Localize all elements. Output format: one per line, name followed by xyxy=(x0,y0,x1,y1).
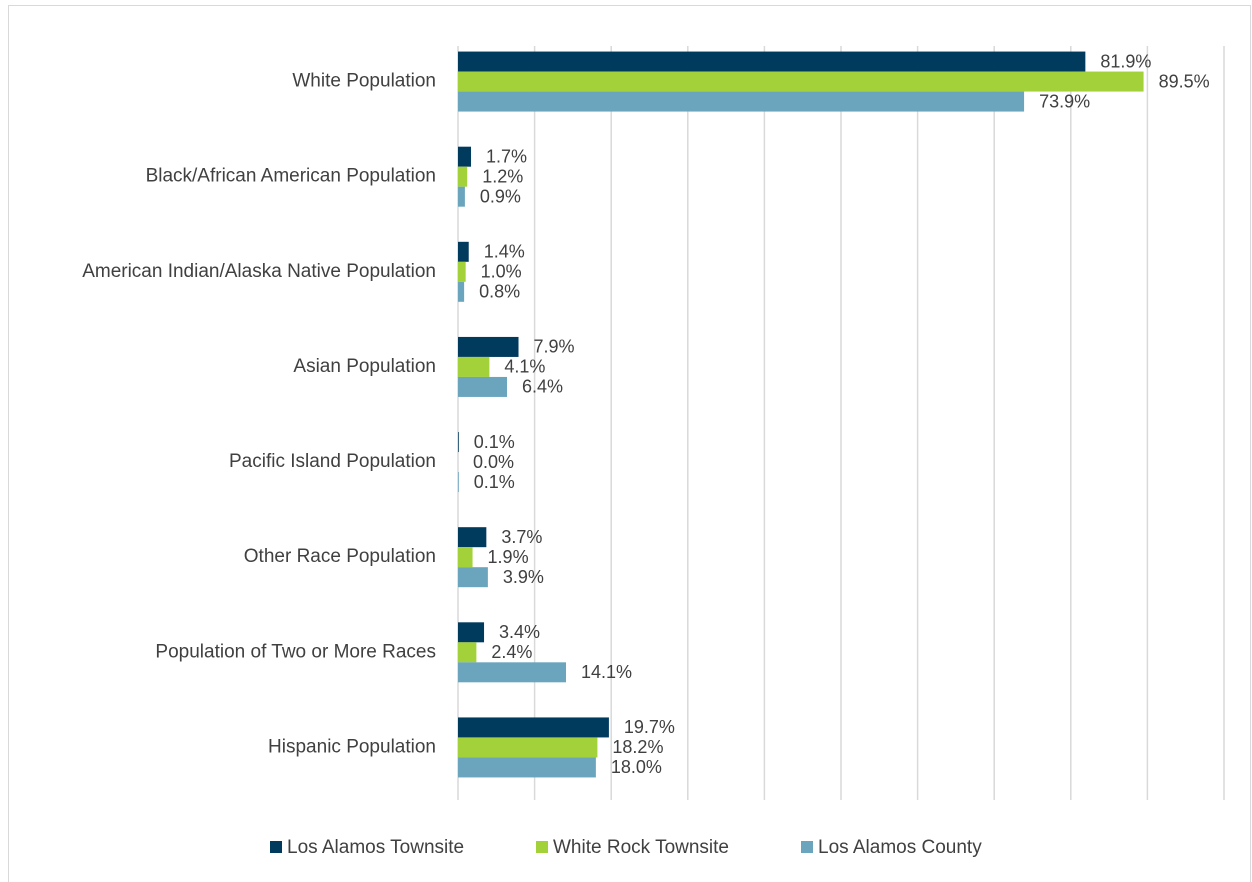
value-label: 0.9% xyxy=(480,186,521,206)
category-label: Black/African American Population xyxy=(146,166,436,187)
category-label: Hispanic Population xyxy=(268,736,436,757)
category-label: White Population xyxy=(292,71,436,92)
bar xyxy=(458,166,468,187)
bar xyxy=(458,376,508,397)
bar xyxy=(458,146,472,167)
value-label: 0.0% xyxy=(473,452,514,472)
value-label: 7.9% xyxy=(534,337,575,357)
value-label: 0.1% xyxy=(474,432,515,452)
value-label: 14.1% xyxy=(581,662,632,682)
category-label: Pacific Island Population xyxy=(229,451,436,472)
bar xyxy=(458,547,473,568)
bar xyxy=(458,662,567,683)
legend-label: Los Alamos County xyxy=(818,837,982,858)
value-label: 73.9% xyxy=(1039,91,1090,111)
bar xyxy=(458,432,459,453)
value-label: 1.2% xyxy=(482,166,523,186)
value-label: 1.0% xyxy=(481,262,522,282)
value-label: 0.1% xyxy=(474,472,515,492)
bar xyxy=(458,527,487,548)
legend-swatch xyxy=(270,841,282,853)
value-label: 1.9% xyxy=(488,547,529,567)
legend-label: White Rock Townsite xyxy=(553,837,729,858)
value-label: 3.9% xyxy=(503,567,544,587)
bar xyxy=(458,186,465,207)
value-label: 2.4% xyxy=(491,642,532,662)
value-label: 4.1% xyxy=(504,357,545,377)
value-label: 81.9% xyxy=(1100,51,1151,71)
value-label: 3.7% xyxy=(501,527,542,547)
bar xyxy=(458,717,609,738)
chart-border xyxy=(8,5,1251,882)
value-label: 19.7% xyxy=(624,717,675,737)
category-label: Population of Two or More Races xyxy=(155,641,436,662)
legend-swatch xyxy=(536,841,548,853)
value-label: 89.5% xyxy=(1159,71,1210,91)
bar xyxy=(458,757,596,778)
value-label: 18.0% xyxy=(611,757,662,777)
value-label: 0.8% xyxy=(479,282,520,302)
bar xyxy=(458,91,1025,112)
bar xyxy=(458,336,519,357)
bar xyxy=(458,356,490,377)
value-label: 1.7% xyxy=(486,146,527,166)
bar xyxy=(458,472,459,493)
value-label: 18.2% xyxy=(612,737,663,757)
category-label: Asian Population xyxy=(293,356,436,377)
category-label: Other Race Population xyxy=(244,546,436,567)
bar xyxy=(458,567,488,588)
legend-swatch xyxy=(801,841,813,853)
category-label: American Indian/Alaska Native Population xyxy=(82,261,436,282)
legend-label: Los Alamos Townsite xyxy=(287,837,464,858)
bar xyxy=(458,261,466,282)
bar xyxy=(458,622,485,643)
bar xyxy=(458,51,1086,72)
value-label: 6.4% xyxy=(522,377,563,397)
bar xyxy=(458,642,477,663)
bar xyxy=(458,71,1144,92)
value-label: 3.4% xyxy=(499,622,540,642)
bar xyxy=(458,737,598,758)
bar xyxy=(458,241,469,262)
value-label: 1.4% xyxy=(484,242,525,262)
bar xyxy=(458,281,465,302)
